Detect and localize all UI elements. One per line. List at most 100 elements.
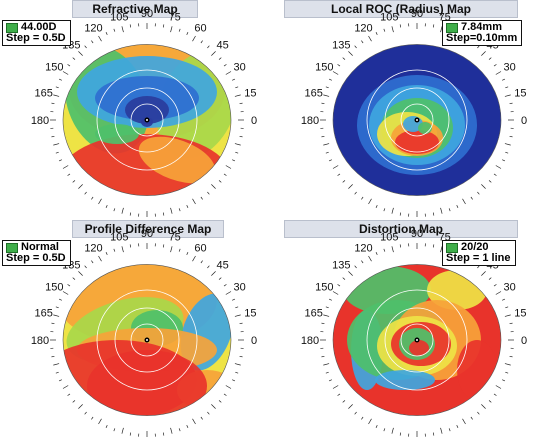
degree-tick bbox=[162, 244, 165, 248]
angle-label: 180 bbox=[31, 335, 49, 347]
degree-tick bbox=[328, 159, 332, 162]
degree-tick bbox=[432, 24, 435, 28]
degree-tick bbox=[232, 159, 236, 162]
degree-tick bbox=[192, 198, 196, 205]
degree-tick bbox=[361, 260, 364, 264]
degree-tick bbox=[375, 251, 378, 255]
degree-tick bbox=[481, 51, 486, 56]
degree-tick bbox=[502, 78, 506, 81]
legend-swatch bbox=[6, 242, 18, 253]
degree-tick bbox=[383, 28, 386, 32]
degree-tick bbox=[505, 151, 509, 154]
degree-tick bbox=[332, 291, 339, 295]
degree-tick bbox=[391, 26, 394, 33]
degree-tick bbox=[488, 277, 492, 280]
degree-tick bbox=[129, 432, 132, 436]
degree-tick bbox=[84, 45, 87, 49]
legend-box: Normal Step = 0.5D bbox=[2, 240, 71, 266]
degree-tick bbox=[192, 418, 196, 425]
degree-tick bbox=[129, 244, 132, 248]
degree-tick bbox=[323, 143, 330, 146]
zone-ring bbox=[366, 69, 468, 171]
degree-tick bbox=[105, 205, 108, 209]
degree-tick bbox=[342, 57, 346, 60]
degree-tick bbox=[62, 71, 69, 75]
degree-tick bbox=[223, 173, 227, 176]
degree-tick bbox=[477, 45, 480, 49]
degree-tick bbox=[239, 322, 243, 325]
degree-tick bbox=[78, 184, 83, 189]
degree-tick bbox=[448, 428, 451, 432]
degree-tick bbox=[328, 379, 332, 382]
degree-tick bbox=[342, 277, 346, 280]
degree-tick bbox=[91, 40, 94, 44]
degree-tick bbox=[234, 363, 241, 366]
degree-tick bbox=[58, 298, 62, 301]
degree-tick bbox=[504, 143, 511, 146]
degree-tick bbox=[495, 71, 502, 75]
angle-label: 0 bbox=[521, 115, 527, 127]
zone-ring bbox=[96, 289, 198, 391]
angle-label: 15 bbox=[244, 87, 256, 99]
degree-tick bbox=[399, 212, 402, 216]
degree-tick bbox=[121, 207, 124, 214]
degree-tick bbox=[509, 135, 513, 138]
degree-tick bbox=[232, 379, 236, 382]
degree-tick bbox=[495, 291, 502, 295]
legend-box: 7.84mm Step=0.10mm bbox=[442, 20, 523, 46]
degree-tick bbox=[470, 196, 473, 200]
legend-box: 44.00D Step = 0.5D bbox=[2, 20, 71, 46]
degree-tick bbox=[354, 411, 357, 415]
degree-tick bbox=[440, 26, 443, 33]
degree-tick bbox=[239, 135, 243, 138]
degree-tick bbox=[361, 40, 364, 44]
degree-tick bbox=[375, 425, 378, 429]
degree-tick bbox=[504, 314, 511, 317]
zone-ring bbox=[96, 69, 198, 171]
degree-tick bbox=[113, 428, 116, 432]
degree-tick bbox=[325, 151, 329, 154]
zone-ring bbox=[400, 323, 434, 357]
degree-tick bbox=[113, 248, 116, 252]
color-zone bbox=[375, 370, 435, 390]
degree-tick bbox=[354, 265, 357, 269]
local-roc-map-panel: Local ROC (Radius) Map 01530456075901051… bbox=[270, 0, 539, 219]
angle-label: 105 bbox=[110, 12, 128, 24]
degree-tick bbox=[509, 102, 513, 105]
degree-tick bbox=[62, 291, 69, 295]
zone-ring bbox=[366, 289, 468, 391]
degree-tick bbox=[91, 196, 94, 200]
degree-tick bbox=[186, 425, 189, 429]
zone-ring bbox=[114, 87, 180, 153]
angle-label: 165 bbox=[304, 307, 322, 319]
legend-value: 44.00D bbox=[21, 21, 57, 33]
angle-label: 120 bbox=[354, 242, 372, 254]
degree-tick bbox=[211, 51, 216, 56]
angle-label: 180 bbox=[301, 335, 319, 347]
degree-tick bbox=[477, 191, 480, 195]
degree-tick bbox=[121, 246, 124, 253]
degree-tick bbox=[98, 35, 102, 42]
degree-tick bbox=[325, 306, 329, 309]
degree-tick bbox=[323, 363, 330, 366]
degree-tick bbox=[200, 196, 203, 200]
degree-tick bbox=[178, 248, 181, 252]
degree-tick bbox=[323, 94, 330, 97]
degree-tick bbox=[361, 196, 364, 200]
zone-ring bbox=[130, 103, 164, 137]
degree-tick bbox=[462, 418, 466, 425]
degree-tick bbox=[51, 102, 55, 105]
degree-tick bbox=[232, 298, 236, 301]
degree-tick bbox=[348, 404, 353, 409]
degree-tick bbox=[105, 31, 108, 35]
degree-tick bbox=[91, 260, 94, 264]
degree-tick bbox=[375, 205, 378, 209]
degree-tick bbox=[337, 393, 341, 396]
angle-label: 150 bbox=[45, 282, 63, 294]
angle-label: 30 bbox=[234, 282, 246, 294]
degree-tick bbox=[162, 432, 165, 436]
legend-swatch bbox=[446, 242, 458, 253]
degree-tick bbox=[121, 427, 124, 434]
degree-tick bbox=[200, 260, 203, 264]
